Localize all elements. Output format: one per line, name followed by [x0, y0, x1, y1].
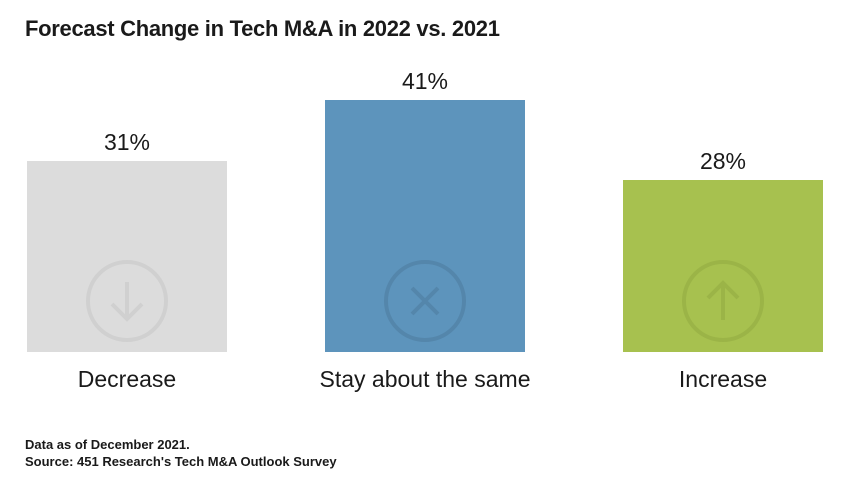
- chart-footnotes: Data as of December 2021. Source: 451 Re…: [25, 436, 337, 470]
- value-label-increase: 28%: [699, 148, 747, 174]
- value-label-decrease: 31%: [103, 129, 151, 155]
- footnote-source: Source: 451 Research's Tech M&A Outlook …: [25, 454, 337, 469]
- chart-title: Forecast Change in Tech M&A in 2022 vs. …: [25, 16, 500, 41]
- value-label-stay-about-the-same: 41%: [401, 68, 449, 94]
- category-label-increase: Increase: [678, 366, 768, 392]
- bar-increase: [623, 180, 823, 352]
- category-label-stay-about-the-same: Stay about the same: [319, 366, 531, 392]
- bar-decrease: [27, 161, 227, 352]
- footnote-data-date: Data as of December 2021.: [25, 437, 190, 452]
- bar-stay-about-the-same: [325, 100, 525, 352]
- category-label-decrease: Decrease: [77, 366, 177, 392]
